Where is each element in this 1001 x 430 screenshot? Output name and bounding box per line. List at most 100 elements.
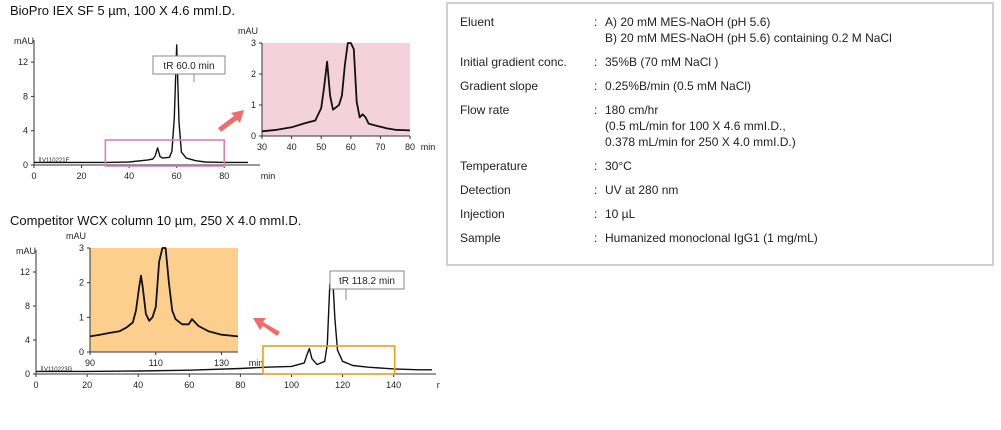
y-axis-label: mAU [238,26,258,36]
condition-label: Sample [460,231,501,245]
y-tick-label: 1 [79,312,84,322]
conditions-panel: Eluent: A) 20 mM MES-NaOH (pH 5.6) B) 20 m… [446,2,994,266]
x-tick-label: 40 [287,142,297,152]
condition-value: 10 µL [605,204,892,228]
retention-time-box [329,270,405,290]
chart-title-competitor: Competitor WCX column 10 µm, 250 X 4.0 m… [10,213,302,228]
condition-value: A) 20 mM MES-NaOH (pH 5.6) B) 20 mM MES-N… [605,12,892,52]
series-id-label: V110223G [44,367,73,373]
x-tick-label: 60 [172,171,182,181]
y-tick-label: 3 [251,38,256,48]
condition-label: Eluent [460,15,495,29]
x-tick-label: 20 [77,171,87,181]
x-tick-label: 30 [257,142,267,152]
x-tick-label: 60 [184,380,194,390]
condition-value: Humanized monoclonal IgG1 (1 mg/mL) [605,228,892,252]
conditions-table: Eluent: A) 20 mM MES-NaOH (pH 5.6) B) 20 m… [460,12,892,252]
condition-row: Detection: UV at 280 nm [460,180,892,204]
x-tick-label: 0 [31,171,36,181]
condition-row: Eluent: A) 20 mM MES-NaOH (pH 5.6) B) 20 m… [460,12,892,52]
x-axis-label: min [421,142,436,152]
y-tick-label: 4 [23,126,28,136]
chart-title-biopro: BioPro IEX SF 5 µm, 100 X 4.6 mmI.D. [10,3,235,18]
condition-value-line: (0.5 mL/min for 100 X 4.6 mmI.D., [605,119,786,133]
condition-label: Initial gradient conc. [460,55,567,69]
series-line [34,44,248,164]
condition-row: Sample: Humanized monoclonal IgG1 (1 mg/m… [460,228,892,252]
x-tick-label: 80 [219,171,229,181]
condition-label: Gradient slope [460,79,539,93]
y-tick-label: 1 [251,100,256,110]
condition-value-line: 0.378 mL/min for 250 X 4.0 mmI.D.) [605,135,796,149]
condition-value-line: 0.25%B/min (0.5 mM NaCl) [605,79,752,93]
y-axis-label: mAU [16,246,36,256]
y-tick-label: 8 [25,301,30,311]
condition-separator: : [594,79,598,93]
condition-row: Temperature:30°C [460,156,892,180]
condition-row: Injection:10 µL [460,204,892,228]
condition-value: 0.25%B/min (0.5 mM NaCl) [605,76,892,100]
y-tick-label: 12 [20,267,30,277]
series-line [36,271,432,373]
zoom-region-box [262,345,396,375]
x-tick-label: 100 [284,380,299,390]
condition-separator: : [594,207,598,221]
condition-separator: : [594,159,598,173]
condition-separator: : [594,231,598,245]
y-tick-label: 0 [23,160,28,170]
condition-value: 30°C [605,156,892,180]
retention-time-label: tR 118.2 min [339,276,395,287]
condition-row: Gradient slope:0.25%B/min (0.5 mM NaCl) [460,76,892,100]
retention-time-label: tR 60.0 min [163,61,214,72]
series-line [261,42,411,133]
condition-separator: : [594,103,598,117]
y-tick-label: 4 [25,335,30,345]
x-axis-label: min [437,380,440,390]
y-tick-label: 2 [251,69,256,79]
x-tick-label: 80 [235,380,245,390]
y-tick-label: 0 [251,131,256,141]
y-axis-label: mAU [14,36,34,46]
condition-value: 180 cm/hr (0.5 mL/min for 100 X 4.6 mmI.D… [605,100,892,156]
condition-row: Initial gradient conc.:35%B (70 mM NaCl … [460,52,892,76]
x-tick-label: 140 [386,380,401,390]
x-axis-label: min [261,171,276,181]
condition-row: Flow rate:180 cm/hr (0.5 mL/min for 100 X… [460,100,892,156]
condition-value-line: 180 cm/hr [605,103,659,117]
series-id-label: V110221F [42,158,70,164]
y-tick-label: 8 [23,91,28,101]
condition-value-line: 30°C [605,159,632,173]
retention-time-box [152,55,226,75]
condition-separator: : [594,183,598,197]
y-tick-label: 0 [79,347,84,357]
condition-label: Flow rate [460,103,510,117]
x-tick-label: 60 [346,142,356,152]
condition-value: 35%B (70 mM NaCl ) [605,52,892,76]
condition-separator: : [594,55,598,69]
x-tick-label: 130 [214,358,229,368]
zoom-region-box [104,139,226,167]
condition-label: Temperature [460,159,528,173]
y-tick-label: 2 [79,278,84,288]
y-tick-label: 0 [25,369,30,379]
x-tick-label: 40 [124,171,134,181]
inset-background [262,43,410,136]
condition-value-line: B) 20 mM MES-NaOH (pH 5.6) containing 0.… [605,31,892,45]
condition-label: Injection [460,207,505,221]
x-tick-label: 120 [335,380,350,390]
condition-value-line: UV at 280 nm [605,183,679,197]
y-axis-label: mAU [66,231,86,241]
condition-value-line: 35%B (70 mM NaCl ) [605,55,719,69]
x-tick-label: 50 [316,142,326,152]
x-tick-label: 0 [33,380,38,390]
x-tick-label: 110 [149,358,163,368]
x-tick-label: 20 [82,380,92,390]
condition-value-line: A) 20 mM MES-NaOH (pH 5.6) [605,15,771,29]
x-tick-label: 80 [405,142,415,152]
zoom-arrow-icon [218,110,244,132]
y-tick-label: 3 [79,243,84,253]
x-axis-label: min [249,358,264,368]
series-line [89,247,239,338]
condition-label: Detection [460,183,511,197]
